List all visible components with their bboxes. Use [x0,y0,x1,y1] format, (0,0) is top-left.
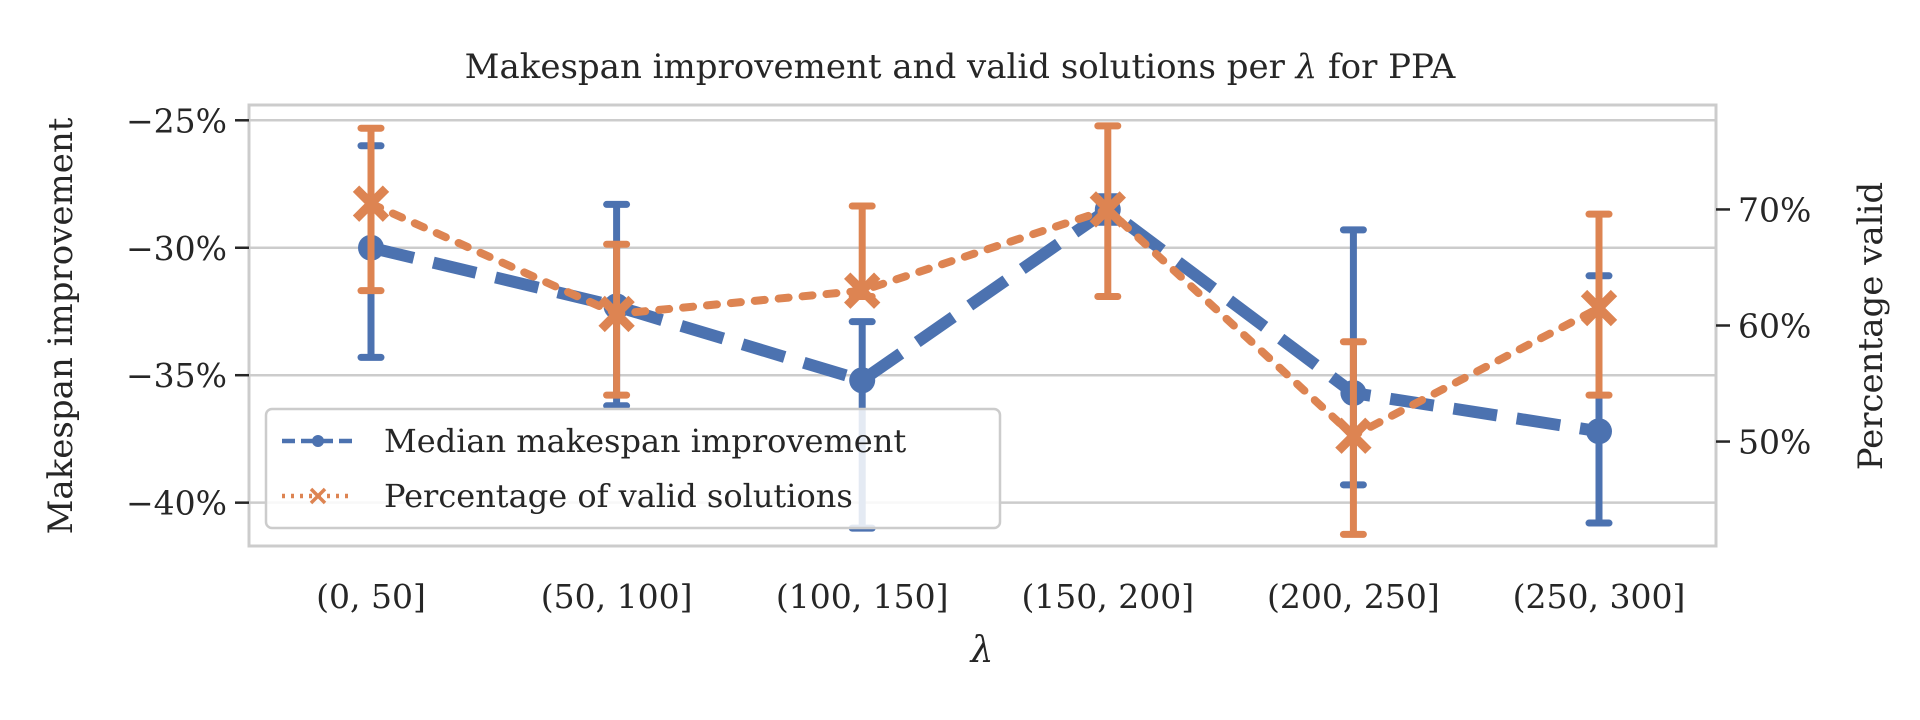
legend-entries: Median makespan improvement Percentage of… [282,422,906,515]
point-marker [1580,289,1618,327]
series-line [369,202,1600,438]
right-tick-label: 70% [1738,190,1811,229]
left-tick-label: −25% [126,101,227,140]
legend-marker-swatch [309,487,327,505]
legend-marker-swatch [312,435,324,447]
point-marker [1335,417,1372,454]
left-tick-label: −40% [126,484,227,523]
point-marker [849,367,876,394]
legend-entry: Median makespan improvement [282,422,906,460]
point-marker [1586,418,1612,445]
chart-title: Makespan improvement and valid solutions… [465,47,1456,87]
legend-label: Percentage of valid solutions [384,477,853,515]
right-axis-label: Percentage valid [1851,182,1891,470]
right-tick-label: 60% [1738,307,1811,346]
left-axis-label: Makespan improvement [41,117,81,534]
right-tick-label: 50% [1738,423,1811,462]
x-tick-label: (100, 150] [776,577,949,616]
chart-title-suffix: for PPA [1317,47,1456,87]
chart-title-prefix: Makespan improvement and valid solutions… [465,47,1296,87]
x-tick-label: (200, 250] [1267,577,1440,616]
left-axis: −25% −30% −35% −40% [126,101,249,523]
series-2 [352,122,1618,538]
x-tick-label: (250, 300] [1513,577,1686,616]
left-tick-label: −35% [126,356,227,395]
x-axis: (0, 50] (50, 100] (100, 150] (150, 200] (200… [316,577,1685,616]
legend: Median makespan improvement Percentage of… [264,407,1002,530]
point-marker [352,185,390,222]
point-marker [844,272,881,309]
left-tick-label: −30% [126,229,227,268]
x-tick-label: (150, 200] [1021,577,1194,616]
x-tick-label: (50, 100] [541,577,693,616]
x-tick-label: (0, 50] [316,577,426,616]
series-line [367,199,1603,441]
point-marker [598,295,635,333]
chart-title-lambda: λ [1294,47,1318,87]
right-axis: 70% 60% 50% [1716,190,1811,462]
point-marker [1089,191,1126,228]
legend-box [264,407,1002,530]
series-layer [352,122,1618,538]
x-axis-label: λ [969,630,994,671]
legend-label: Median makespan improvement [384,422,906,460]
legend-entry: Percentage of valid solutions [282,477,853,515]
